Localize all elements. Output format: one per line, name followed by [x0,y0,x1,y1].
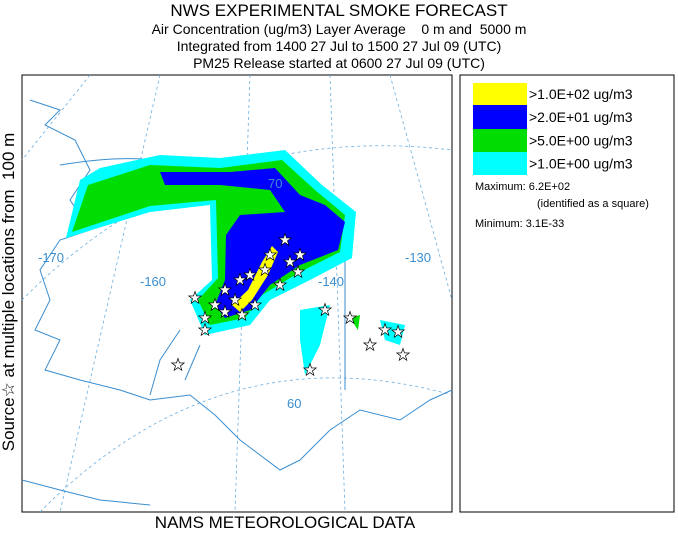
source-star [217,282,233,297]
source-star [170,357,186,372]
side-label: Source☆ at multiple locations from 100 m [0,133,18,452]
legend-swatch [473,152,527,175]
subtitle: Integrated from 1400 27 Jul to 1500 27 J… [177,38,502,54]
sources [170,232,411,377]
graticule-label: 60 [287,396,301,411]
legend-label: >1.0E+00 ug/m3 [529,156,633,172]
source-star [362,337,378,352]
source-star [292,247,308,262]
graticule-label: 70 [268,176,282,191]
source-star [232,272,248,287]
source-star [257,262,273,277]
source-star [395,347,411,362]
source-star [207,297,223,312]
maximum-note: (identified as a square) [537,198,649,210]
legend-swatch [473,83,527,105]
legend-swatch [473,105,527,129]
source-star [227,292,243,307]
legend-label: >1.0E+02 ug/m3 [529,86,633,102]
graticule-label: -140 [318,274,344,289]
source-star [317,302,333,317]
legend-label: >5.0E+00 ug/m3 [529,133,633,149]
source-star [187,290,203,305]
graticule-label: -170 [38,250,64,265]
source-star [247,297,263,312]
source-star [277,232,293,247]
source-star [242,267,258,282]
plume-area [232,246,278,312]
source-star [234,307,250,322]
subtitle: PM25 Release started at 0600 27 Jul 09 (… [193,55,485,71]
source-star [272,277,288,292]
source-star [197,322,213,337]
source-star [262,247,278,262]
source-star [197,310,213,325]
footer: NAMS METEOROLOGICAL DATA [155,513,416,532]
legend-swatch [473,129,527,152]
title: NWS EXPERIMENTAL SMOKE FORECAST [170,1,507,20]
minimum: Minimum: 3.1E-33 [475,218,564,230]
plume-area [160,168,345,318]
source-star [217,304,233,319]
source-star [290,264,306,279]
plume [66,150,405,375]
source-star [377,322,393,337]
source-star [390,324,406,339]
legend-label: >2.0E+01 ug/m3 [529,109,633,125]
map: -170 -160 -140 -130 70 60 [21,74,453,513]
maximum: Maximum: 6.2E+02 [475,181,570,193]
legend: >1.0E+02 ug/m3 >2.0E+01 ug/m3 >5.0E+00 ug/… [459,74,675,513]
source-star [342,310,358,325]
source-star [302,362,318,377]
subtitle: Air Concentration (ug/m3) Layer Average … [152,21,527,37]
graticule-label: -160 [140,274,166,289]
graticule-label: -130 [405,250,431,265]
source-star [282,254,298,269]
